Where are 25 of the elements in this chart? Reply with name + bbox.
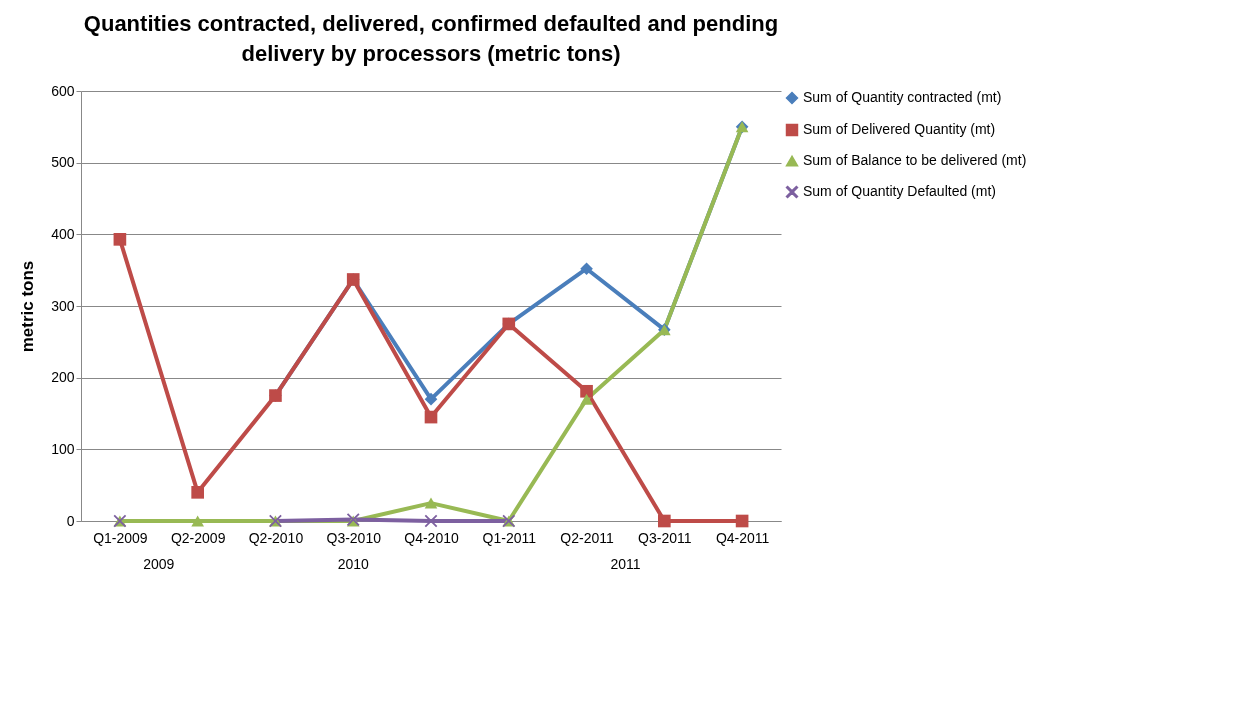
- legend-label: Sum of Quantity Defaulted (mt): [803, 183, 996, 199]
- y-tick-label: 600: [51, 82, 75, 99]
- text: 2011: [610, 556, 641, 572]
- text: 2009: [143, 556, 175, 572]
- y-tick-label: 300: [51, 297, 75, 314]
- x-tick-label: Q1-2011: [482, 529, 537, 546]
- y-tick-label: 0: [66, 512, 75, 529]
- text: 2010: [337, 556, 369, 572]
- x-tick-label: Q2-2009: [170, 529, 226, 546]
- x-tick-label: Q2-2011: [560, 529, 614, 546]
- y-tick-label: 200: [51, 369, 75, 386]
- x-tick-label: Q4-2011: [715, 529, 770, 546]
- chart-title: Quantities contracted, delivered, confirmed defaulted and pending delivery by processors (metric tons): [83, 11, 779, 66]
- y-tick-label: 500: [51, 154, 75, 171]
- x-tick-label: Q3-2010: [326, 529, 382, 546]
- x-tick-label: Q2-2010: [248, 529, 304, 546]
- x-tick-label: Q1-2009: [93, 529, 148, 546]
- x-tick-label: Q3-2011: [638, 529, 692, 546]
- y-tick-label: 400: [51, 225, 75, 242]
- y-tick-label: 100: [51, 440, 75, 457]
- x-tick-label: Q4-2010: [404, 529, 459, 546]
- legend-label: Sum of Balance to be delivered (mt): [803, 152, 1027, 168]
- legend-label: Sum of Quantity contracted (mt): [803, 89, 1002, 105]
- y-axis-title: metric tons: [18, 260, 38, 353]
- legend-label: Sum of Delivered Quantity (mt): [803, 121, 996, 137]
